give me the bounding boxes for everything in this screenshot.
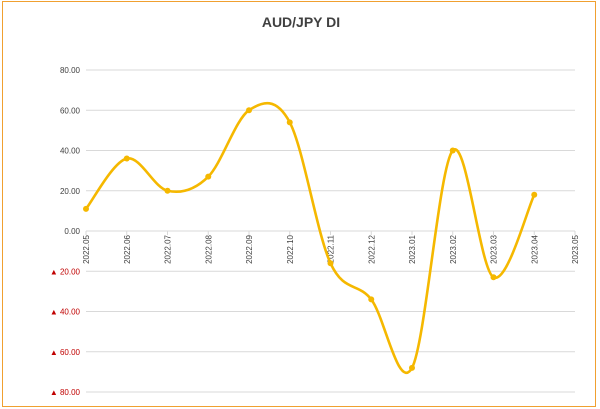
data-point[interactable]	[327, 260, 334, 267]
x-tick-label: 2022.08	[204, 234, 213, 263]
data-point[interactable]	[409, 364, 415, 371]
series-line	[84, 102, 536, 374]
y-tick-label: 0.00	[64, 227, 80, 236]
y-tick-label: ▲ 60.00	[50, 348, 81, 357]
x-tick-label: 2022.09	[245, 234, 254, 263]
y-tick-label: 80.00	[60, 66, 81, 75]
x-tick-label: 2023.03	[490, 234, 499, 263]
data-point[interactable]	[368, 296, 375, 303]
x-tick-label: 2023.04	[530, 234, 539, 263]
data-point[interactable]	[531, 191, 538, 198]
data-point[interactable]	[286, 119, 293, 126]
data-point[interactable]	[205, 173, 212, 180]
series-layer	[83, 102, 538, 374]
x-tick-label: 2022.10	[286, 234, 295, 263]
data-point[interactable]	[83, 205, 89, 212]
y-tick-label: ▲ 20.00	[50, 267, 81, 276]
x-tick-label: 2022.11	[327, 234, 336, 263]
x-tick-label: 2023.01	[408, 234, 417, 263]
y-tick-label: 20.00	[60, 187, 81, 196]
data-point[interactable]	[123, 155, 130, 162]
y-tick-label: ▲ 80.00	[50, 388, 81, 397]
x-axis-labels: 2022.05 2022.06 2022.07 2022.08 2022.09 2022.…	[82, 231, 580, 264]
chart-title: AUD/JPY DI	[262, 14, 340, 30]
x-tick-label: 2023.05	[571, 234, 580, 263]
line-chart: AUD/JPY DI 80.00 60.00 40.00 20.00 0.00 ▲ 20.…	[50, 14, 580, 397]
data-point[interactable]	[449, 147, 456, 154]
data-point[interactable]	[246, 107, 252, 114]
y-axis-labels: 80.00 60.00 40.00 20.00 0.00 ▲ 20.00 ▲ 40.00 ▲ …	[50, 66, 81, 397]
x-tick-label: 2022.12	[367, 234, 376, 263]
y-tick-label: 60.00	[60, 106, 81, 115]
y-tick-label: ▲ 40.00	[50, 308, 81, 317]
y-tick-label: 40.00	[60, 147, 81, 156]
x-tick-label: 2023.02	[449, 234, 458, 263]
data-point[interactable]	[490, 274, 497, 281]
x-tick-label: 2022.06	[123, 234, 132, 263]
x-tick-label: 2022.05	[82, 234, 91, 263]
data-point[interactable]	[164, 187, 171, 194]
x-tick-label: 2022.07	[164, 234, 173, 263]
